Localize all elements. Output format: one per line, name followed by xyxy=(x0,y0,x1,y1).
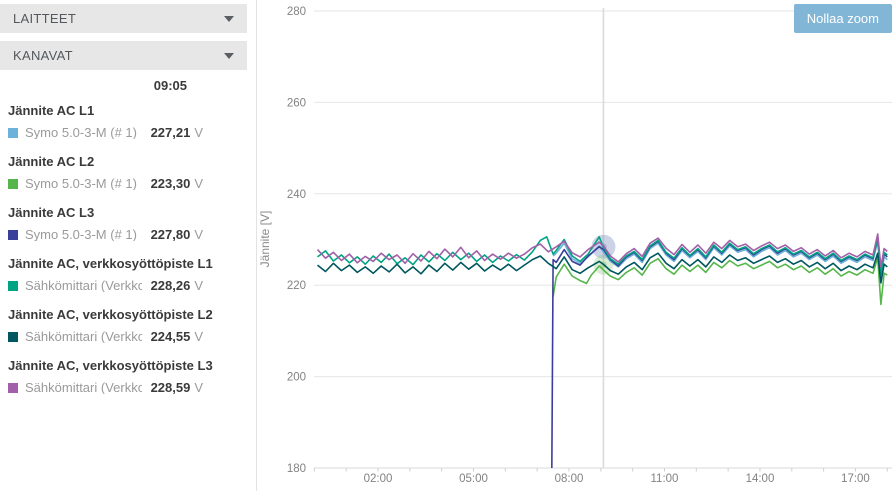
channel-title: Jännite AC, verkkosyöttöpiste L1 xyxy=(8,256,213,271)
legend-group: Jännite AC, verkkosyöttöpiste L2 Sähkömit… xyxy=(8,308,247,343)
chart-panel: Nollaa zoom 180 200 220 240 260 280 02:00 05:00… xyxy=(256,0,892,491)
series-color-swatch xyxy=(8,382,18,393)
kanavat-dropdown-label: KANAVAT xyxy=(13,48,73,63)
sidebar: LAITTEET KANAVAT 09:05 Jännite AC L1 Symo… xyxy=(0,0,247,491)
series-line xyxy=(551,236,888,468)
channel-unit: V xyxy=(194,278,203,293)
laitteet-dropdown-label: LAITTEET xyxy=(13,11,77,26)
channel-value: 224,55 xyxy=(150,329,191,344)
y-tick-label: 240 xyxy=(287,189,306,201)
series-line xyxy=(317,252,888,284)
device-name: Symo 5.0-3-M (# 1) xyxy=(25,177,137,190)
y-tick-label: 180 xyxy=(287,463,306,475)
series-line xyxy=(317,236,888,275)
channel-unit: V xyxy=(194,380,203,395)
legend-device-row: Symo 5.0-3-M (# 1) 223,30 V xyxy=(8,177,247,190)
x-tick-label: 14:00 xyxy=(746,473,775,485)
device-name: Symo 5.0-3-M (# 1) xyxy=(25,228,137,241)
x-tick-label: 08:00 xyxy=(555,473,584,485)
y-tick-label: 220 xyxy=(287,280,306,292)
y-tick-label: 200 xyxy=(287,372,306,384)
series-line xyxy=(316,233,888,268)
channel-unit: V xyxy=(194,176,203,191)
legend-device-row: Sähkömittari (Verkko... 224,55V xyxy=(8,330,247,343)
legend-group: Jännite AC L1 Symo 5.0-3-M (# 1) 227,21 V xyxy=(8,104,247,139)
timestamp: 09:05 xyxy=(153,78,187,93)
x-tick-label: 02:00 xyxy=(364,473,393,485)
legend-group: Jännite AC L3 Symo 5.0-3-M (# 1) 227,80 V xyxy=(8,206,247,241)
channel-title: Jännite AC, verkkosyöttöpiste L2 xyxy=(8,307,213,322)
series-color-swatch xyxy=(8,280,18,291)
legend-device-row: Sähkömittari (Verkko... 228,59V xyxy=(8,381,247,394)
series-color-swatch xyxy=(8,178,18,189)
device-name: Symo 5.0-3-M (# 1) xyxy=(25,126,137,139)
y-axis-title: Jännite [V] xyxy=(258,211,272,268)
device-name: Sähkömittari (Verkko... xyxy=(25,381,143,394)
series-color-swatch xyxy=(8,127,18,138)
legend-device-row: Symo 5.0-3-M (# 1) 227,80 V xyxy=(8,228,247,241)
channel-value: 227,21 xyxy=(150,125,191,140)
reset-zoom-button[interactable]: Nollaa zoom xyxy=(793,4,892,33)
channel-value: 228,59 xyxy=(150,380,191,395)
channel-title: Jännite AC L1 xyxy=(8,103,95,118)
channel-unit: V xyxy=(194,227,203,242)
x-tick-label: 17:00 xyxy=(841,473,870,485)
voltage-chart[interactable]: 180 200 220 240 260 280 02:00 05:00 08:00 11:00 14… xyxy=(257,0,892,491)
channel-value: 227,80 xyxy=(150,227,191,242)
channel-legend: Jännite AC L1 Symo 5.0-3-M (# 1) 227,21 V Jä… xyxy=(0,104,247,394)
x-tick-label: 11:00 xyxy=(651,473,679,485)
device-name: Sähkömittari (Verkko... xyxy=(25,279,143,292)
chevron-down-icon xyxy=(224,15,234,22)
series-color-swatch xyxy=(8,331,18,342)
kanavat-dropdown[interactable]: KANAVAT xyxy=(0,41,247,70)
y-tick-label: 280 xyxy=(287,6,306,18)
channel-unit: V xyxy=(194,125,203,140)
x-tick-label: 05:00 xyxy=(459,473,488,485)
legend-device-row: Symo 5.0-3-M (# 1) 227,21 V xyxy=(8,126,247,139)
series-line xyxy=(552,256,888,306)
series-line xyxy=(552,240,888,278)
channel-title: Jännite AC, verkkosyöttöpiste L3 xyxy=(8,358,213,373)
legend-group: Jännite AC, verkkosyöttöpiste L3 Sähkömit… xyxy=(8,359,247,394)
channel-unit: V xyxy=(194,329,203,344)
series-color-swatch xyxy=(8,229,18,240)
channel-value: 223,30 xyxy=(150,176,191,191)
y-tick-label: 260 xyxy=(287,97,306,109)
channel-title: Jännite AC L2 xyxy=(8,154,95,169)
legend-device-row: Sähkömittari (Verkko... 228,26V xyxy=(8,279,247,292)
laitteet-dropdown[interactable]: LAITTEET xyxy=(0,4,247,33)
channel-value: 228,26 xyxy=(150,278,191,293)
device-name: Sähkömittari (Verkko... xyxy=(25,330,143,343)
legend-group: Jännite AC, verkkosyöttöpiste L1 Sähkömit… xyxy=(8,257,247,292)
legend-group: Jännite AC L2 Symo 5.0-3-M (# 1) 223,30 V xyxy=(8,155,247,190)
chevron-down-icon xyxy=(224,52,234,59)
channel-title: Jännite AC L3 xyxy=(8,205,95,220)
